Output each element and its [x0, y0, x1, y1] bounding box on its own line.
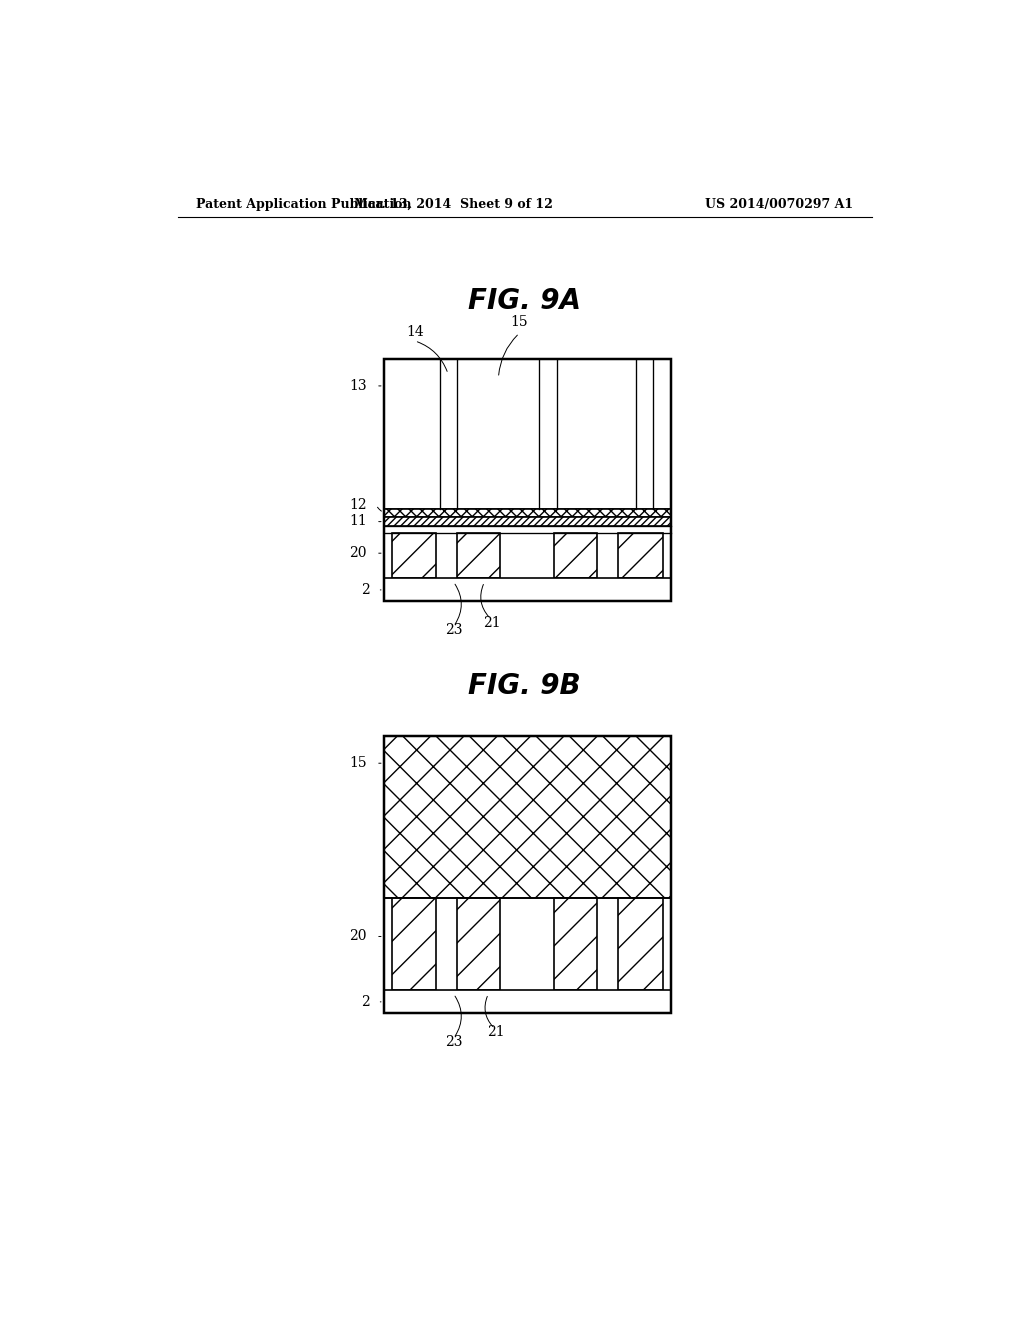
- Bar: [554, 898, 597, 990]
- Text: 21: 21: [487, 1026, 505, 1039]
- Text: FIG. 9A: FIG. 9A: [468, 286, 582, 315]
- Bar: [384, 359, 671, 508]
- Bar: [617, 898, 663, 990]
- Bar: [384, 578, 671, 601]
- Bar: [653, 359, 671, 508]
- Bar: [458, 533, 500, 578]
- Bar: [384, 359, 439, 508]
- Bar: [439, 359, 458, 508]
- Text: 15: 15: [349, 756, 367, 770]
- Bar: [391, 898, 436, 990]
- Text: 20: 20: [349, 545, 367, 560]
- Text: 21: 21: [483, 615, 501, 630]
- Bar: [539, 359, 557, 508]
- Bar: [384, 508, 671, 517]
- Bar: [384, 517, 671, 525]
- Text: 13: 13: [349, 379, 367, 392]
- Text: US 2014/0070297 A1: US 2014/0070297 A1: [706, 198, 853, 211]
- Bar: [384, 737, 671, 1014]
- Text: FIG. 9B: FIG. 9B: [469, 672, 581, 700]
- Bar: [458, 898, 500, 990]
- Text: 11: 11: [349, 513, 367, 528]
- Bar: [384, 737, 671, 898]
- Bar: [391, 533, 436, 578]
- Text: 2: 2: [361, 994, 370, 1008]
- Bar: [636, 359, 653, 508]
- Bar: [458, 359, 539, 508]
- Text: 2: 2: [361, 582, 370, 597]
- Bar: [384, 525, 671, 533]
- Text: 23: 23: [444, 623, 462, 638]
- Bar: [617, 533, 663, 578]
- Bar: [384, 359, 671, 601]
- Bar: [554, 533, 597, 578]
- Text: 14: 14: [406, 325, 424, 339]
- Text: 20: 20: [349, 929, 367, 942]
- Text: 23: 23: [444, 1035, 462, 1049]
- Text: 15: 15: [511, 314, 528, 329]
- Text: Patent Application Publication: Patent Application Publication: [197, 198, 412, 211]
- Bar: [384, 990, 671, 1014]
- Text: Mar. 13, 2014  Sheet 9 of 12: Mar. 13, 2014 Sheet 9 of 12: [354, 198, 553, 211]
- Text: 12: 12: [349, 498, 367, 512]
- Bar: [557, 359, 636, 508]
